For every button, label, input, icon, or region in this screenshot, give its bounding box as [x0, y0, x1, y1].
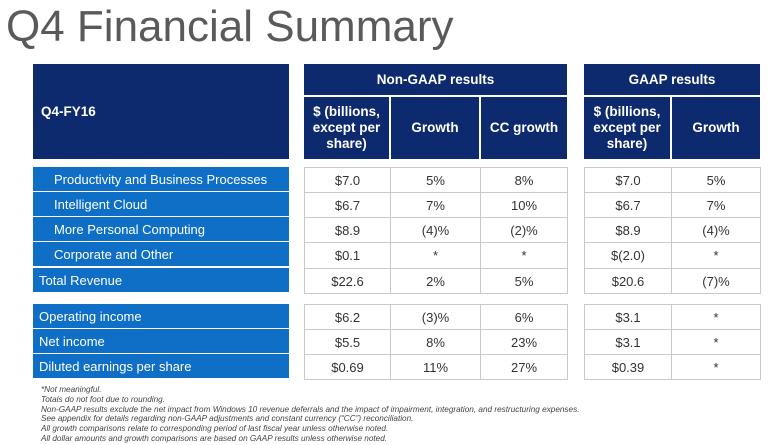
period-label: Q4-FY16 [41, 103, 96, 119]
row-label: Total Revenue [33, 268, 289, 292]
ng-growth-cell: (4)% [390, 217, 481, 243]
g-value-cell: $(2.0) [584, 242, 672, 269]
ng-cc-growth-col-header: CC growth [481, 97, 567, 159]
ng-cc-cell: 6% [480, 304, 568, 330]
row-label: Productivity and Business Processes [33, 167, 289, 191]
footnote: Non-GAAP results exclude the net impact … [41, 404, 580, 414]
ng-cc-cell: 10% [480, 192, 568, 218]
g-growth-cell: * [671, 354, 761, 380]
ng-growth-cell: 8% [390, 329, 481, 355]
ng-growth-col-header: Growth [391, 97, 479, 159]
g-growth-cell: 5% [671, 167, 761, 193]
row-label: Operating income [33, 304, 289, 328]
g-growth-cell: * [671, 304, 761, 330]
row-label: Net income [33, 329, 289, 353]
g-value-cell: $0.39 [584, 354, 672, 380]
nongaap-header: Non-GAAP results [304, 64, 567, 95]
g-growth-cell: (4)% [671, 217, 761, 243]
footnote: All dollar amounts and growth comparison… [41, 433, 388, 443]
footnote: Totals do not foot due to rounding. [41, 394, 165, 404]
g-value-cell: $3.1 [584, 304, 672, 330]
ng-cc-cell: * [480, 242, 568, 269]
g-dollars-col-header: $ (billions, except per share) [584, 97, 670, 159]
ng-value-cell: $6.7 [304, 192, 391, 218]
row-label: Diluted earnings per share [33, 354, 289, 378]
g-value-cell: $8.9 [584, 217, 672, 243]
page-title: Q4 Financial Summary [6, 2, 454, 51]
ng-cc-cell: (2)% [480, 217, 568, 243]
g-growth-col-header: Growth [672, 97, 760, 159]
ng-value-cell: $8.9 [304, 217, 391, 243]
ng-cc-cell: 27% [480, 354, 568, 380]
gaap-header: GAAP results [584, 64, 760, 95]
ng-value-cell: $22.6 [304, 268, 391, 294]
ng-value-cell: $6.2 [304, 304, 391, 330]
ng-dollars-col-header: $ (billions, except per share) [304, 97, 389, 159]
g-growth-cell: * [671, 329, 761, 355]
ng-cc-cell: 5% [480, 268, 568, 294]
g-value-cell: $6.7 [584, 192, 672, 218]
ng-growth-cell: 2% [390, 268, 481, 294]
g-growth-cell: 7% [671, 192, 761, 218]
ng-value-cell: $7.0 [304, 167, 391, 193]
ng-value-cell: $0.1 [304, 242, 391, 269]
row-label: Intelligent Cloud [33, 192, 289, 216]
ng-cc-cell: 8% [480, 167, 568, 193]
ng-growth-cell: 11% [390, 354, 481, 380]
footnote: See appendix for details regarding non-G… [41, 414, 414, 424]
ng-growth-cell: (3)% [390, 304, 481, 330]
ng-growth-cell: * [390, 242, 481, 269]
footnote: All growth comparisons relate to corresp… [41, 424, 389, 434]
ng-value-cell: $0.69 [304, 354, 391, 380]
footnotes: *Not meaningful. Totals do not foot due … [41, 385, 579, 444]
ng-cc-cell: 23% [480, 329, 568, 355]
g-growth-cell: * [671, 242, 761, 269]
g-value-cell: $7.0 [584, 167, 672, 193]
ng-value-cell: $5.5 [304, 329, 391, 355]
g-value-cell: $3.1 [584, 329, 672, 355]
period-header: Q4-FY16 [33, 64, 289, 159]
row-label: More Personal Computing [33, 217, 289, 241]
ng-growth-cell: 7% [390, 192, 481, 218]
row-label: Corporate and Other [33, 242, 289, 266]
ng-growth-cell: 5% [390, 167, 481, 193]
footnote: *Not meaningful. [41, 385, 102, 394]
g-value-cell: $20.6 [584, 268, 672, 294]
g-growth-cell: (7)% [671, 268, 761, 294]
